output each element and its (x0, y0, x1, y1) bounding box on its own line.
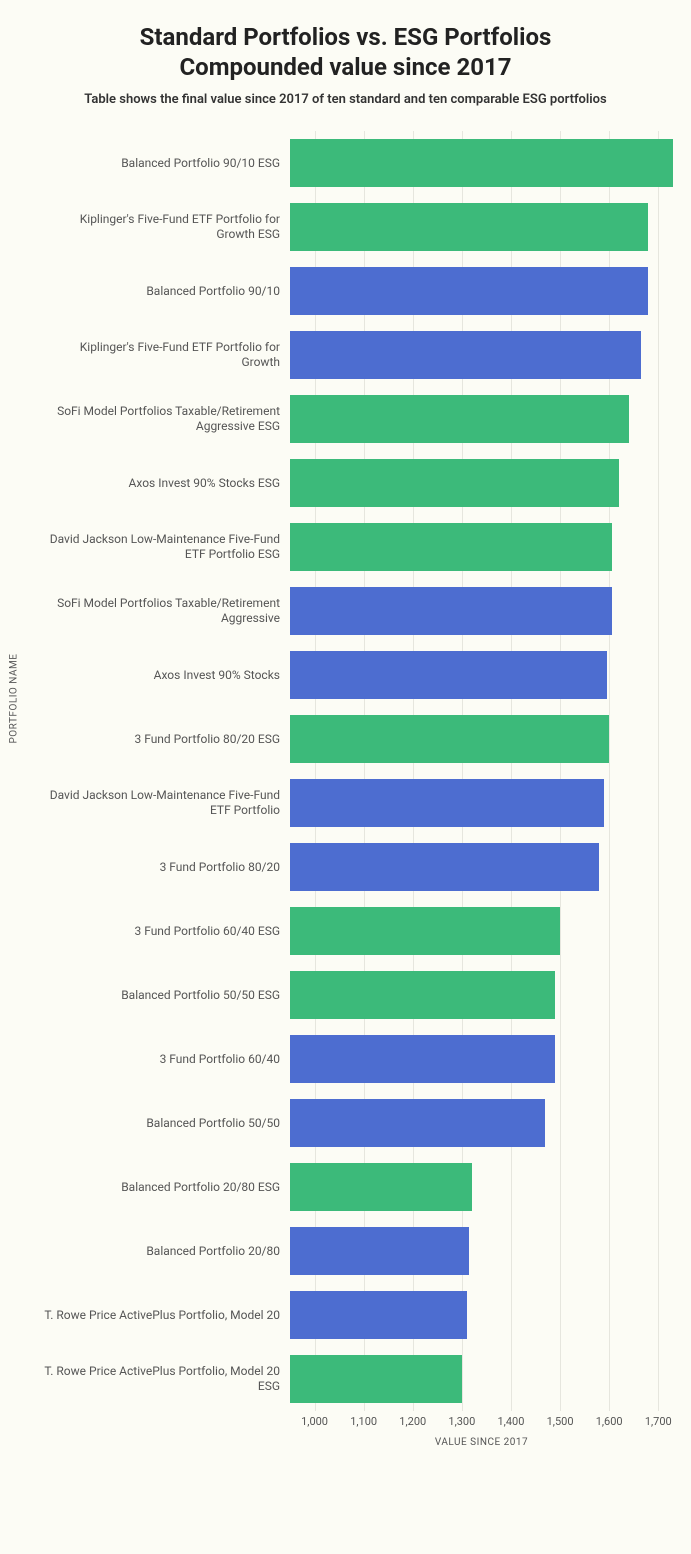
bar-label: T. Rowe Price ActivePlus Portfolio, Mode… (40, 1347, 290, 1411)
bar (290, 395, 629, 443)
bar-label: 3 Fund Portfolio 60/40 ESG (40, 899, 290, 963)
y-axis-labels: Balanced Portfolio 90/10 ESGKiplinger's … (40, 131, 290, 1435)
chart-area: PORTFOLIO NAME Balanced Portfolio 90/10 … (18, 131, 673, 1435)
bar (290, 1291, 467, 1339)
bar (290, 331, 641, 379)
y-axis-title: PORTFOLIO NAME (9, 654, 20, 744)
bar-label: 3 Fund Portfolio 60/40 (40, 1027, 290, 1091)
bar-label: Axos Invest 90% Stocks (40, 643, 290, 707)
bar (290, 267, 648, 315)
bar (290, 139, 673, 187)
bar-row (290, 899, 673, 963)
chart-container: Standard Portfolios vs. ESG Portfolios C… (0, 0, 691, 1466)
bar-row (290, 323, 673, 387)
bar (290, 843, 599, 891)
bar-label: 3 Fund Portfolio 80/20 ESG (40, 707, 290, 771)
bars (290, 131, 673, 1411)
bar-label: Balanced Portfolio 20/80 (40, 1219, 290, 1283)
bar (290, 1099, 545, 1147)
bar-label: SoFi Model Portfolios Taxable/Retirement… (40, 387, 290, 451)
bar-row (290, 451, 673, 515)
bar-row (290, 259, 673, 323)
bar-row (290, 1347, 673, 1411)
x-tick-label: 1,000 (301, 1415, 328, 1428)
bar-row (290, 195, 673, 259)
x-axis-ticks: 1,000 1,100 1,200 1,300 1,400 1,500 1,600 1,700 (290, 1411, 673, 1435)
bar-row (290, 1091, 673, 1155)
bar-row (290, 387, 673, 451)
bar (290, 1355, 462, 1403)
x-tick-label: 1,200 (399, 1415, 426, 1428)
bar-row (290, 1219, 673, 1283)
bar-row (290, 515, 673, 579)
bar (290, 715, 609, 763)
bar (290, 587, 612, 635)
bar-row (290, 707, 673, 771)
x-tick-label: 1,400 (498, 1415, 525, 1428)
bar-label: T. Rowe Price ActivePlus Portfolio, Mode… (40, 1283, 290, 1347)
bar-label: David Jackson Low-Maintenance Five-Fund … (40, 515, 290, 579)
bar (290, 459, 619, 507)
chart-title-line2: Compounded value since 2017 (179, 53, 511, 81)
chart-title-line1: Standard Portfolios vs. ESG Portfolios (140, 23, 552, 51)
bar (290, 907, 560, 955)
x-tick-label: 1,300 (448, 1415, 475, 1428)
bar-label: Balanced Portfolio 50/50 (40, 1091, 290, 1155)
bar (290, 203, 648, 251)
bar (290, 1163, 472, 1211)
bar-label: Kiplinger's Five-Fund ETF Portfolio for … (40, 323, 290, 387)
x-tick-label: 1,700 (645, 1415, 672, 1428)
bar (290, 971, 555, 1019)
bar (290, 779, 604, 827)
bar (290, 651, 607, 699)
bar-row (290, 1155, 673, 1219)
bar-label: Balanced Portfolio 90/10 (40, 259, 290, 323)
bar-label: Kiplinger's Five-Fund ETF Portfolio for … (40, 195, 290, 259)
bar (290, 523, 612, 571)
bar-label: Axos Invest 90% Stocks ESG (40, 451, 290, 515)
bar-row (290, 643, 673, 707)
bar-row (290, 835, 673, 899)
bar-row (290, 1027, 673, 1091)
bar-label: David Jackson Low-Maintenance Five-Fund … (40, 771, 290, 835)
bar-row (290, 579, 673, 643)
bar-row (290, 1283, 673, 1347)
bar-row (290, 963, 673, 1027)
x-tick-label: 1,500 (547, 1415, 574, 1428)
plot-area: 1,000 1,100 1,200 1,300 1,400 1,500 1,600 1,700 (290, 131, 673, 1435)
bar-label: 3 Fund Portfolio 80/20 (40, 835, 290, 899)
x-tick-label: 1,600 (596, 1415, 623, 1428)
bar-label: Balanced Portfolio 50/50 ESG (40, 963, 290, 1027)
chart-title: Standard Portfolios vs. ESG Portfolios C… (18, 22, 673, 82)
bar-label: Balanced Portfolio 20/80 ESG (40, 1155, 290, 1219)
x-tick-label: 1,100 (350, 1415, 377, 1428)
bar-row (290, 131, 673, 195)
bar-label: SoFi Model Portfolios Taxable/Retirement… (40, 579, 290, 643)
bar-label: Balanced Portfolio 90/10 ESG (40, 131, 290, 195)
bar-row (290, 771, 673, 835)
bar (290, 1227, 469, 1275)
bar (290, 1035, 555, 1083)
chart-subtitle: Table shows the final value since 2017 o… (18, 92, 673, 107)
x-axis-title: VALUE SINCE 2017 (290, 1437, 673, 1448)
